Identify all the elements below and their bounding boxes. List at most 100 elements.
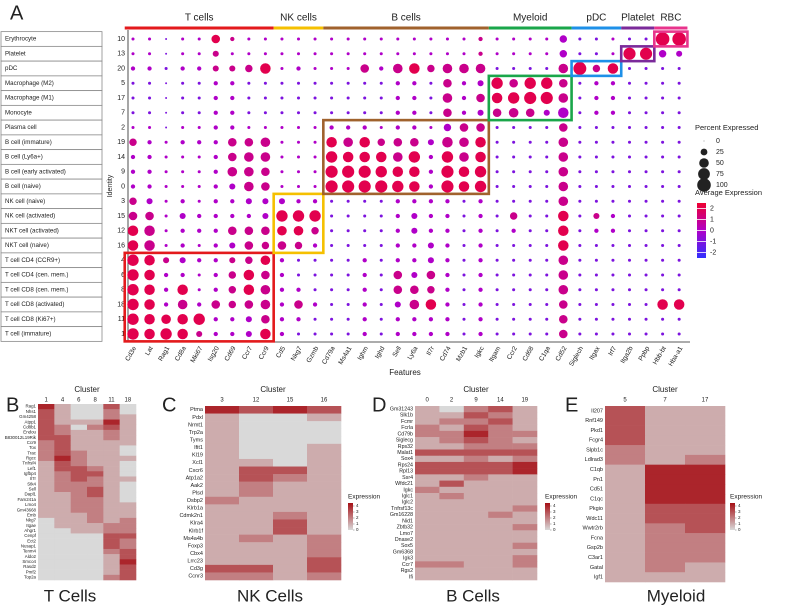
dot bbox=[610, 81, 616, 86]
dot bbox=[261, 167, 270, 177]
dot bbox=[478, 51, 483, 56]
dot bbox=[610, 213, 616, 219]
gene-label: Itgae bbox=[26, 523, 36, 528]
heat-cell bbox=[463, 430, 489, 438]
dot bbox=[165, 52, 168, 55]
dot bbox=[147, 184, 152, 189]
heat-cell bbox=[54, 404, 71, 410]
dot bbox=[279, 287, 285, 292]
heat-cell bbox=[70, 486, 88, 493]
dot bbox=[313, 37, 317, 41]
heat-cell bbox=[38, 538, 55, 545]
heat-cell bbox=[488, 480, 513, 488]
heat-cell bbox=[205, 466, 240, 475]
dot bbox=[443, 78, 452, 88]
heat-cell bbox=[685, 533, 726, 544]
dot bbox=[512, 37, 516, 41]
dot bbox=[677, 81, 681, 85]
dot bbox=[379, 37, 383, 41]
heat-cell bbox=[307, 496, 342, 505]
heat-cell bbox=[87, 404, 104, 410]
gene-label: Cd3g bbox=[190, 566, 203, 572]
dot bbox=[578, 155, 582, 159]
heat-cell bbox=[205, 511, 240, 520]
dot bbox=[263, 37, 267, 41]
gene-label: Nkg7 bbox=[26, 518, 37, 523]
dot bbox=[545, 332, 549, 336]
heat-cell bbox=[103, 404, 120, 410]
dot bbox=[512, 258, 516, 262]
dot bbox=[611, 170, 615, 174]
heat-cell bbox=[103, 424, 120, 431]
dot bbox=[163, 287, 169, 292]
feature-label: Hbb-bt bbox=[652, 345, 668, 366]
dot bbox=[213, 154, 218, 160]
heat-cell bbox=[605, 425, 646, 436]
heat-cell bbox=[70, 419, 88, 426]
heat-cell bbox=[38, 414, 55, 420]
dot bbox=[644, 66, 648, 71]
dot bbox=[197, 155, 201, 159]
dot bbox=[197, 125, 201, 130]
dot bbox=[491, 92, 503, 104]
dot bbox=[296, 184, 301, 189]
gene-label: Xcl1 bbox=[192, 460, 203, 466]
dot bbox=[558, 329, 568, 339]
heat-cell bbox=[119, 523, 137, 529]
heat-cell bbox=[439, 430, 465, 438]
feature-label: Cd5 bbox=[275, 345, 287, 359]
heat-cell bbox=[645, 484, 686, 495]
heat-cell bbox=[605, 552, 646, 563]
heat-cell bbox=[70, 569, 88, 576]
heat-cell bbox=[512, 542, 538, 550]
heat-cell bbox=[415, 573, 440, 581]
gene-label: Dapl1 bbox=[25, 492, 37, 497]
dot bbox=[478, 272, 483, 278]
dot bbox=[607, 63, 619, 74]
heat-cell bbox=[439, 548, 465, 556]
heat-cell bbox=[54, 455, 71, 462]
heat-cell bbox=[38, 574, 55, 581]
heat-cell bbox=[103, 492, 120, 498]
row-label: Macrophage (M2) bbox=[5, 80, 54, 87]
dot bbox=[627, 96, 632, 100]
heat-cell bbox=[54, 476, 71, 482]
gene-label: Rgs2 bbox=[401, 568, 413, 574]
dot bbox=[428, 199, 434, 204]
dot bbox=[244, 226, 254, 236]
heat-cell bbox=[685, 552, 726, 563]
gene-label: Sell bbox=[29, 487, 36, 492]
dot bbox=[428, 154, 434, 160]
dot bbox=[147, 66, 152, 71]
dot bbox=[661, 184, 665, 189]
feature-label: Siglech bbox=[568, 345, 585, 368]
gene-label: Pkgio bbox=[589, 506, 603, 512]
gene-label: Nusap1 bbox=[21, 544, 37, 549]
heat-cell bbox=[119, 435, 137, 441]
dot bbox=[379, 81, 383, 85]
dot bbox=[528, 184, 532, 189]
dot bbox=[325, 165, 338, 178]
dot bbox=[611, 273, 615, 277]
dot bbox=[296, 81, 301, 85]
heat-cell bbox=[239, 481, 274, 490]
dot bbox=[512, 140, 516, 144]
heat-cell bbox=[645, 552, 686, 563]
dot bbox=[475, 136, 486, 148]
dot bbox=[213, 110, 218, 115]
dot bbox=[181, 37, 185, 41]
heat-cell bbox=[273, 451, 308, 460]
heat-cell bbox=[439, 437, 465, 444]
dot bbox=[427, 257, 434, 264]
gene-label: Endou bbox=[23, 430, 36, 435]
dot bbox=[644, 214, 648, 218]
dot bbox=[313, 81, 317, 85]
heat-cell bbox=[463, 548, 489, 556]
heat-cell bbox=[70, 481, 88, 488]
heat-cell bbox=[307, 413, 342, 422]
dot bbox=[461, 81, 467, 86]
dot bbox=[165, 38, 168, 40]
heat-cell bbox=[415, 536, 440, 544]
dot bbox=[180, 243, 185, 248]
